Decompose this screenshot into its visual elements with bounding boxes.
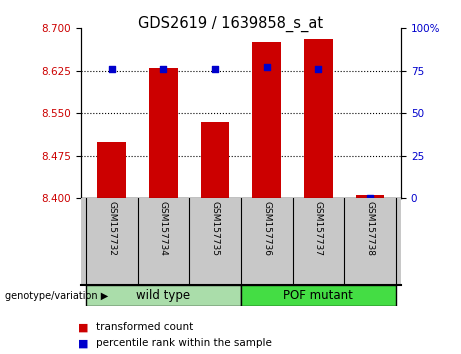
Bar [356, 195, 384, 198]
Text: POF mutant: POF mutant [284, 289, 353, 302]
Bar [253, 42, 281, 198]
Text: GDS2619 / 1639858_s_at: GDS2619 / 1639858_s_at [138, 16, 323, 32]
Point [366, 195, 374, 201]
Point [315, 66, 322, 72]
Bar [86, 285, 241, 306]
Text: wild type: wild type [136, 289, 190, 302]
Text: ■: ■ [78, 338, 89, 348]
Bar [241, 285, 396, 306]
Text: genotype/variation ▶: genotype/variation ▶ [5, 291, 108, 301]
Text: GSM157732: GSM157732 [107, 201, 116, 256]
Point [263, 64, 271, 70]
Text: GSM157735: GSM157735 [211, 201, 219, 256]
Text: transformed count: transformed count [96, 322, 193, 332]
Text: GSM157736: GSM157736 [262, 201, 271, 256]
Text: GSM157737: GSM157737 [314, 201, 323, 256]
Point [108, 66, 115, 72]
Bar [97, 142, 126, 198]
Point [160, 66, 167, 72]
Bar [304, 39, 332, 198]
Bar [149, 68, 177, 198]
Bar [201, 122, 229, 198]
Point [211, 66, 219, 72]
Text: ■: ■ [78, 322, 89, 332]
Text: GSM157734: GSM157734 [159, 201, 168, 256]
Text: percentile rank within the sample: percentile rank within the sample [96, 338, 272, 348]
Text: GSM157738: GSM157738 [366, 201, 375, 256]
